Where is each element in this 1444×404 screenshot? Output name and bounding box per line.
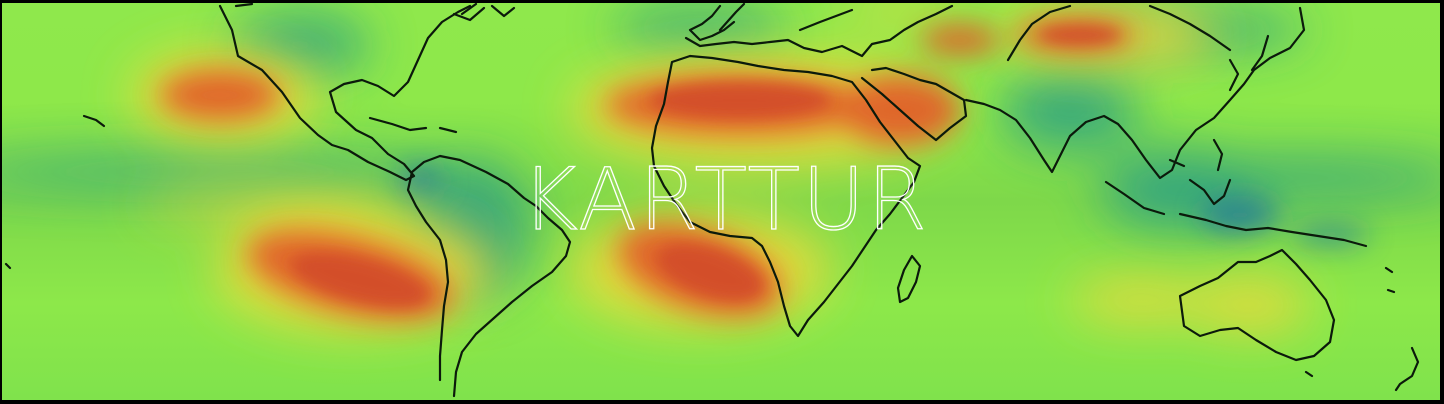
coast-middle-east [860, 66, 968, 142]
coast-europe [684, 4, 954, 58]
coast-southeast-asia [1104, 138, 1368, 248]
coast-new-zealand [1394, 346, 1420, 392]
coast-australia [1178, 248, 1336, 362]
coast-north-america [218, 4, 472, 182]
coast-africa [650, 54, 922, 338]
coast-madagascar [896, 254, 922, 304]
coast-hawaii [82, 114, 106, 128]
coast-south-america [406, 154, 572, 398]
coast-japan [1228, 34, 1270, 92]
coast-arctic [460, 3, 736, 42]
low-value-zones [2, 8, 1440, 300]
coast-asia [964, 6, 1306, 180]
coast-caribbean [368, 116, 458, 134]
coastlines [4, 3, 1420, 398]
